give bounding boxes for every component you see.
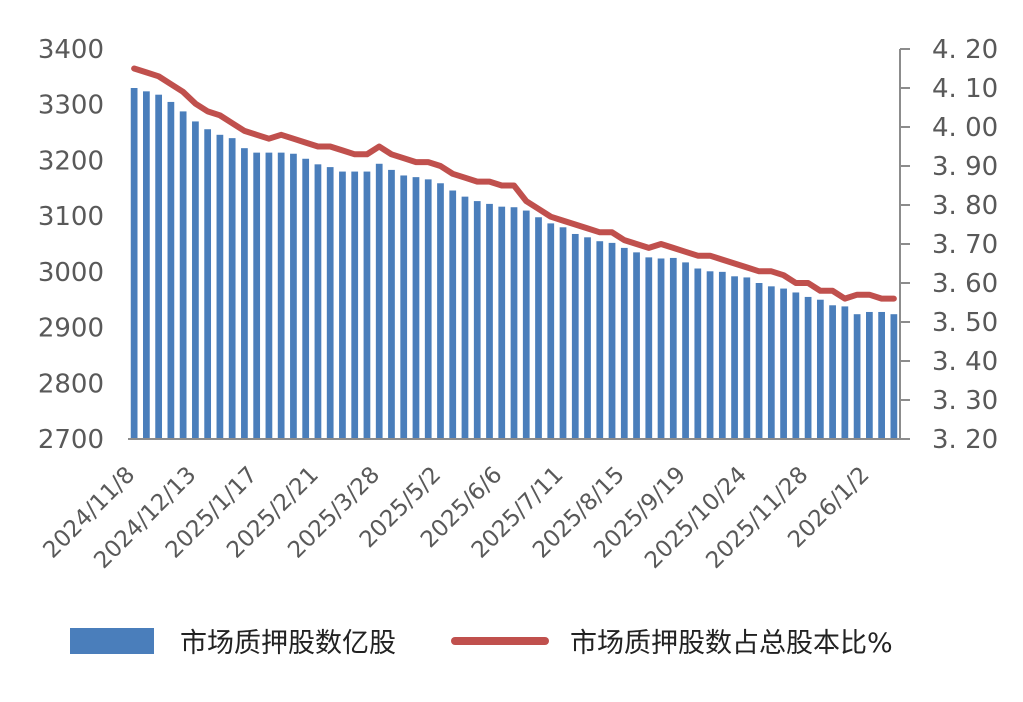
bar: [314, 164, 322, 439]
x-axis-ticks: 2024/11/82024/12/132025/1/172025/2/21202…: [38, 462, 874, 574]
bar: [682, 262, 689, 439]
right-tick-label: 4. 20: [932, 35, 998, 65]
bar: [547, 223, 555, 439]
bar: [143, 91, 150, 439]
bar: [559, 227, 567, 439]
bar: [743, 277, 751, 439]
legend-bar-label: 市场质押股数亿股: [180, 628, 396, 659]
bar: [498, 206, 506, 439]
left-tick-label: 3100: [38, 202, 104, 232]
left-axis-ticks: 3400 3300 3200 3100 3000 2900 2800 2700: [38, 35, 104, 455]
right-tick-label: 3. 80: [932, 191, 998, 221]
bar: [130, 88, 138, 439]
bar: [437, 183, 444, 439]
bar: [241, 148, 248, 440]
bar: [326, 167, 334, 440]
bar: [669, 257, 677, 439]
bar: [486, 203, 493, 439]
left-tick-label: 3300: [38, 91, 104, 121]
legend-line-label: 市场质押股数占总股本比%: [570, 628, 893, 659]
bar: [841, 306, 849, 439]
bar: [718, 271, 726, 439]
bar: [792, 292, 800, 439]
bar: [265, 152, 273, 439]
left-tick-label: 3200: [38, 146, 104, 176]
bar: [596, 241, 604, 439]
bar: [584, 237, 591, 439]
right-tick-label: 3. 20: [932, 425, 998, 455]
bar: [571, 233, 579, 439]
bar: [179, 111, 187, 440]
right-tick-label: 3. 50: [932, 308, 998, 338]
bar: [461, 196, 469, 439]
line-series: [131, 65, 897, 302]
bar: [424, 179, 432, 439]
bar: [363, 171, 371, 439]
bar: [277, 152, 285, 439]
left-tick-label: 2900: [38, 314, 104, 344]
left-tick-label: 2700: [38, 425, 104, 455]
right-tick-label: 3. 40: [932, 347, 998, 377]
bar: [339, 171, 346, 439]
bar: [816, 299, 824, 439]
bar: [804, 296, 812, 439]
bar: [400, 175, 408, 439]
legend-bar-swatch: [70, 628, 154, 654]
bar: [645, 257, 653, 439]
bar: [302, 158, 310, 439]
right-tick-label: 4. 00: [932, 113, 998, 143]
bar: [351, 171, 359, 439]
legend: 市场质押股数亿股 市场质押股数占总股本比%: [70, 628, 893, 659]
bar: [228, 138, 236, 439]
bar: [633, 252, 640, 439]
bar: [522, 210, 530, 439]
right-tick-label: 4. 10: [932, 74, 998, 104]
bar: [866, 311, 873, 439]
bar: [388, 169, 395, 439]
bar: [878, 311, 885, 439]
right-tick-label: 3. 70: [932, 230, 998, 260]
bar: [510, 207, 518, 439]
bar: [694, 268, 702, 439]
bar: [167, 101, 175, 440]
bar: [853, 314, 861, 439]
bar: [155, 94, 163, 439]
bar: [449, 190, 457, 439]
bar: [412, 177, 420, 439]
bar: [829, 305, 836, 439]
bar: [657, 258, 665, 439]
right-tick-label: 3. 60: [932, 269, 998, 299]
bar: [706, 271, 714, 439]
bar: [608, 242, 616, 439]
bar-series: [130, 88, 898, 440]
bar: [216, 134, 224, 440]
left-tick-label: 3000: [38, 258, 104, 288]
bar: [290, 153, 297, 440]
bar: [192, 121, 199, 440]
bar: [473, 201, 481, 439]
bar: [780, 288, 787, 439]
bar: [253, 152, 261, 439]
right-tick-label: 3. 30: [932, 386, 998, 416]
bar: [755, 283, 763, 439]
right-axis-ticks: 4. 20 4. 10 4. 00 3. 90 3. 80 3. 70 3. 60 3. 50…: [900, 35, 998, 455]
bar: [204, 129, 212, 440]
bar: [620, 247, 628, 439]
bar: [767, 286, 775, 439]
bar: [375, 163, 383, 439]
right-tick-label: 3. 90: [932, 152, 998, 182]
left-tick-label: 2800: [38, 369, 104, 399]
bar: [731, 276, 738, 439]
bar: [890, 314, 898, 439]
left-tick-label: 3400: [38, 35, 104, 65]
bar: [535, 217, 542, 439]
